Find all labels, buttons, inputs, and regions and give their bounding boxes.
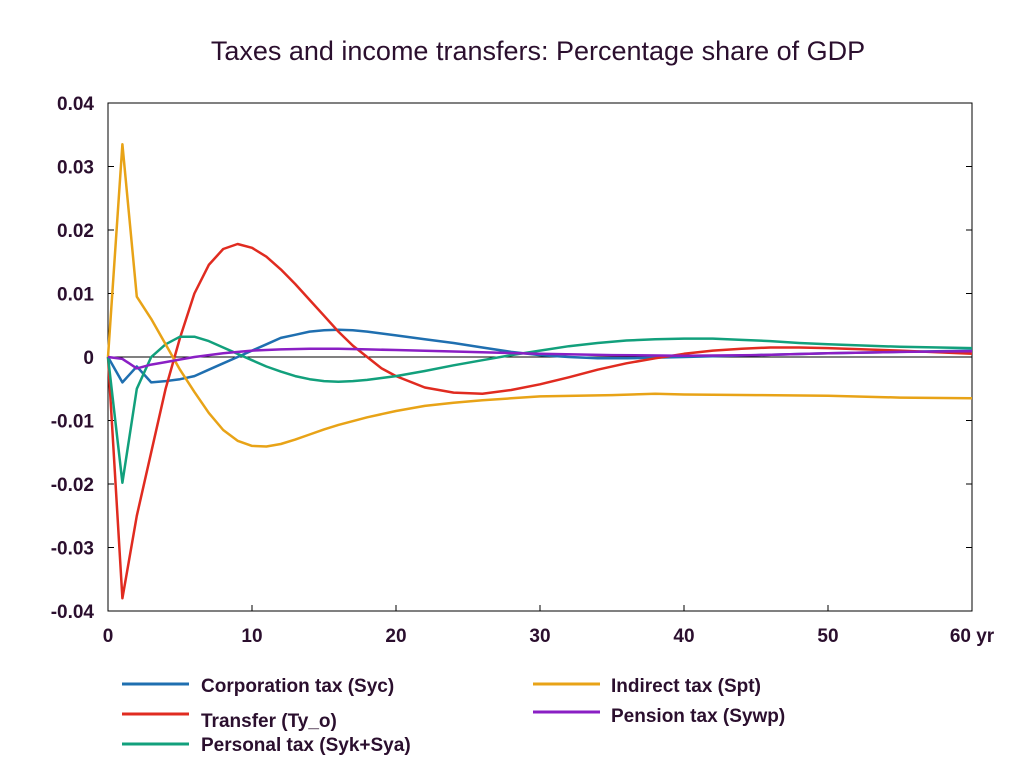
legend: Corporation tax (Syc) Transfer (Ty_o) Pers… [122, 676, 785, 756]
y-tick-label: 0.04 [57, 94, 94, 115]
axes: 0 10 20 30 40 50 60 yr 0.04 0.03 0.02 0.01 0 -0.01 -0… [51, 94, 995, 647]
y-tick-label: 0.01 [57, 285, 94, 306]
y-tick-label: 0.02 [57, 221, 94, 242]
x-tick-label: 10 [241, 626, 262, 647]
x-tick-label: 50 [817, 626, 838, 647]
x-tick-label: 60 yr [950, 626, 995, 647]
legend-label: Indirect tax (Spt) [611, 676, 761, 697]
legend-label: Personal tax (Syk+Sya) [201, 735, 411, 756]
x-tick-label: 0 [103, 626, 114, 647]
series-line [106, 143, 973, 448]
y-tick-label: 0 [83, 348, 94, 369]
y-tick-label: -0.04 [51, 602, 95, 623]
y-tick-label: -0.02 [51, 475, 94, 496]
series-line [106, 335, 973, 484]
series-line [106, 328, 973, 384]
series-layer [106, 143, 973, 600]
y-tick-label: -0.03 [51, 539, 94, 560]
x-tick-label: 40 [673, 626, 694, 647]
legend-label: Transfer (Ty_o) [201, 711, 337, 732]
legend-label: Pension tax (Sywp) [611, 706, 785, 727]
legend-label: Corporation tax (Syc) [201, 676, 394, 697]
x-tick-label: 30 [529, 626, 550, 647]
chart-title: Taxes and income transfers: Percentage s… [211, 36, 865, 66]
x-tick-label: 20 [385, 626, 406, 647]
y-tick-label: -0.01 [51, 412, 95, 433]
series-line [107, 347, 973, 370]
y-tick-label: 0.03 [57, 158, 94, 179]
series-line [106, 242, 973, 600]
